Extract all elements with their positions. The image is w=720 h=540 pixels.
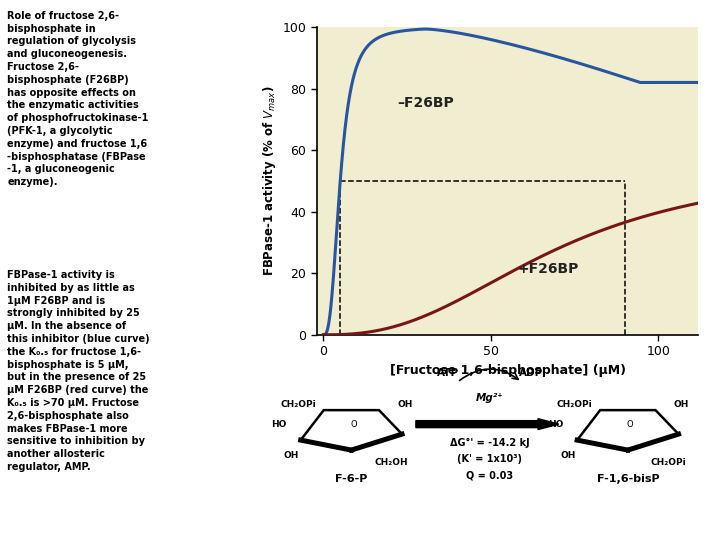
Text: Mg²⁺: Mg²⁺ bbox=[476, 393, 503, 403]
Text: Role of fructose 2,6-
bisphosphate in
regulation of glycolysis
and gluconeogenes: Role of fructose 2,6- bisphosphate in re… bbox=[7, 11, 148, 187]
Text: ATP: ATP bbox=[437, 368, 459, 378]
Text: OH: OH bbox=[560, 451, 575, 460]
Text: CH₂OH: CH₂OH bbox=[374, 458, 408, 467]
Text: ADP: ADP bbox=[519, 368, 543, 378]
Text: HO: HO bbox=[271, 420, 287, 429]
Text: F-1,6-bisP: F-1,6-bisP bbox=[597, 474, 659, 484]
Text: ΔG°' = -14.2 kJ: ΔG°' = -14.2 kJ bbox=[450, 438, 529, 448]
Text: –F26BP: –F26BP bbox=[397, 96, 454, 110]
FancyArrow shape bbox=[416, 418, 559, 430]
Text: CH₂OPi: CH₂OPi bbox=[557, 400, 593, 409]
Text: O: O bbox=[351, 420, 357, 429]
Text: FBPase-1 activity is
inhibited by as little as
1μM F26BP and is
strongly inhibit: FBPase-1 activity is inhibited by as lit… bbox=[7, 270, 150, 472]
Text: O: O bbox=[627, 420, 634, 429]
Text: (K' = 1x10³): (K' = 1x10³) bbox=[457, 454, 522, 464]
Text: +F26BP: +F26BP bbox=[518, 262, 579, 276]
Text: F-6-P: F-6-P bbox=[336, 474, 367, 484]
Text: OH: OH bbox=[397, 400, 413, 409]
Text: OH: OH bbox=[284, 451, 299, 460]
Text: CH₂OPi: CH₂OPi bbox=[281, 400, 316, 409]
X-axis label: [Fructose 1,6-bisphosphate] (μM): [Fructose 1,6-bisphosphate] (μM) bbox=[390, 364, 626, 377]
Text: CH₂OPi: CH₂OPi bbox=[651, 458, 687, 467]
Text: Q = 0.03: Q = 0.03 bbox=[466, 470, 513, 480]
Text: HO: HO bbox=[548, 420, 563, 429]
Text: OH: OH bbox=[674, 400, 689, 409]
Y-axis label: FBPase-1 activity (% of $V_{max}$): FBPase-1 activity (% of $V_{max}$) bbox=[261, 86, 279, 276]
